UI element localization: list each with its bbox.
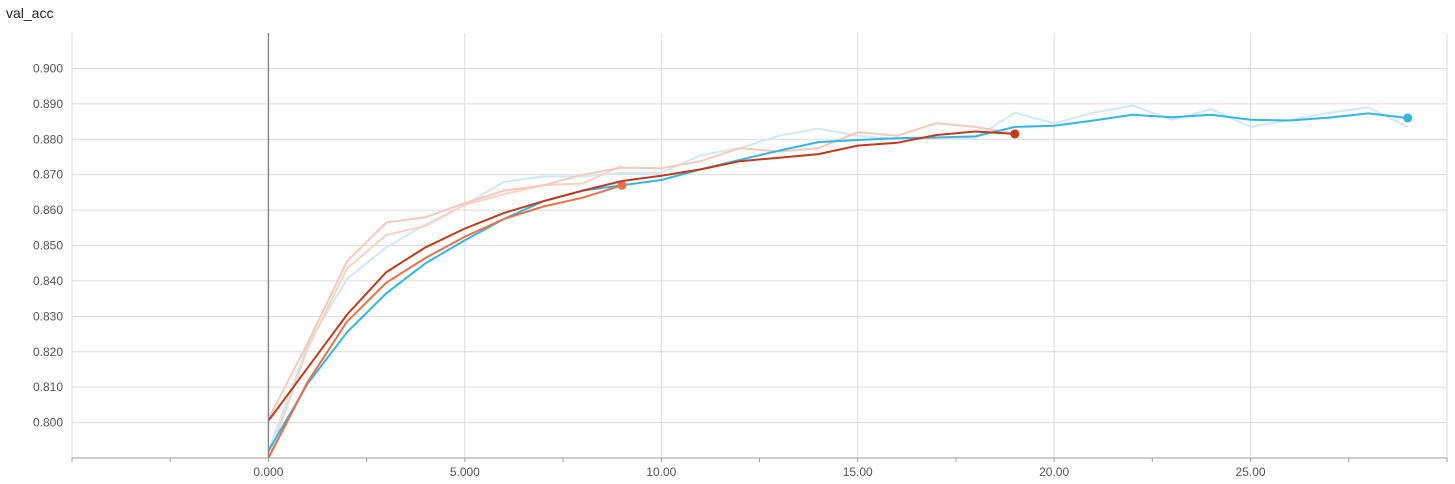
x-tick-label: 5.000 (450, 465, 480, 479)
series-smoothed-line (267, 184, 623, 459)
x-tick-label: 10.00 (646, 465, 676, 479)
series-end-point (1403, 113, 1413, 123)
series-end-point (1010, 129, 1020, 139)
tick-labels: 0.800 0.810 0.820 0.830 0.840 0.850 0.860 0.870… (33, 61, 1266, 479)
y-tick-label: 0.900 (33, 61, 63, 75)
y-tick-label: 0.840 (33, 274, 63, 288)
y-tick-label: 0.870 (33, 168, 63, 182)
y-tick-label: 0.820 (33, 345, 63, 359)
series-raw-line (267, 104, 1409, 452)
x-tick-label: 0.000 (253, 465, 283, 479)
y-tick-label: 0.830 (33, 309, 63, 323)
chart-title: val_acc (6, 5, 54, 21)
series-raw-line (267, 164, 623, 459)
y-tick-label: 0.850 (33, 239, 63, 253)
x-tick-label: 20.00 (1039, 465, 1069, 479)
x-tick-label: 25.00 (1236, 465, 1266, 479)
series-smoothed-line (267, 112, 1408, 452)
series-raw-line (267, 122, 1016, 420)
y-tick-label: 0.880 (33, 132, 63, 146)
smoothed-series-layer (267, 112, 1413, 459)
series-end-point (617, 180, 627, 190)
y-tick-label: 0.800 (33, 416, 63, 430)
x-tick-label: 15.00 (843, 465, 873, 479)
y-tick-label: 0.810 (33, 380, 63, 394)
axes (71, 33, 1448, 462)
grid (71, 33, 1448, 458)
y-tick-label: 0.890 (33, 97, 63, 111)
y-tick-label: 0.860 (33, 203, 63, 217)
series-smoothed-line (267, 130, 1015, 422)
raw-series-layer (267, 104, 1409, 459)
